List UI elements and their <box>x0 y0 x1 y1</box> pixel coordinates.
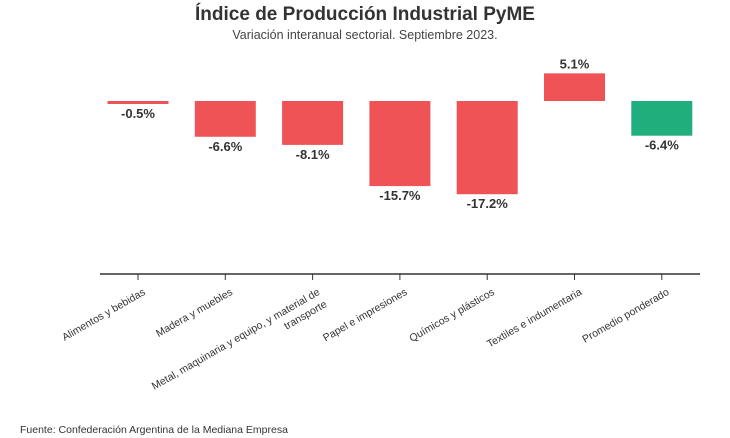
svg-text:Promedio ponderado: Promedio ponderado <box>580 286 671 346</box>
bar <box>282 101 344 145</box>
data-label: -6.6% <box>208 139 242 154</box>
data-label: 5.1% <box>560 56 590 71</box>
svg-text:Textiles e indumentaria: Textiles e indumentaria <box>485 286 584 350</box>
data-label: -17.2% <box>467 196 509 211</box>
chart-title: Índice de Producción Industrial PyME <box>195 4 535 25</box>
data-label: -0.5% <box>121 106 155 121</box>
chart-source: Fuente: Confederación Argentina de la Me… <box>20 424 288 436</box>
x-tick-label: Químicos y plásticos <box>407 286 496 345</box>
bar <box>107 101 169 104</box>
bar <box>369 101 431 187</box>
bar <box>631 101 693 136</box>
chart-subtitle: Variación interanual sectorial. Septiemb… <box>232 28 498 42</box>
x-tick-label: Textiles e indumentaria <box>485 286 584 350</box>
data-label: -8.1% <box>296 147 330 162</box>
bar <box>456 101 518 195</box>
svg-text:Papel e impresiones: Papel e impresiones <box>321 286 409 344</box>
svg-text:Madera y muebles: Madera y muebles <box>154 286 235 340</box>
data-label: -6.4% <box>645 138 679 153</box>
x-tick-label: Papel e impresiones <box>321 286 409 344</box>
x-tick-label: Promedio ponderado <box>580 286 671 346</box>
svg-text:Alimentos y bebidas: Alimentos y bebidas <box>60 286 147 343</box>
svg-text:Químicos y plásticos: Químicos y plásticos <box>407 286 496 345</box>
x-tick-label: Metal, maquinaria y equipo, y material d… <box>150 286 329 405</box>
x-tick-label: Madera y muebles <box>154 286 235 340</box>
svg-text:Metal, maquinaria y equipo, y: Metal, maquinaria y equipo, y material d… <box>150 286 329 405</box>
bar <box>194 101 256 137</box>
data-label: -15.7% <box>379 188 421 203</box>
x-tick-label: Alimentos y bebidas <box>60 286 147 343</box>
bar <box>544 73 605 101</box>
